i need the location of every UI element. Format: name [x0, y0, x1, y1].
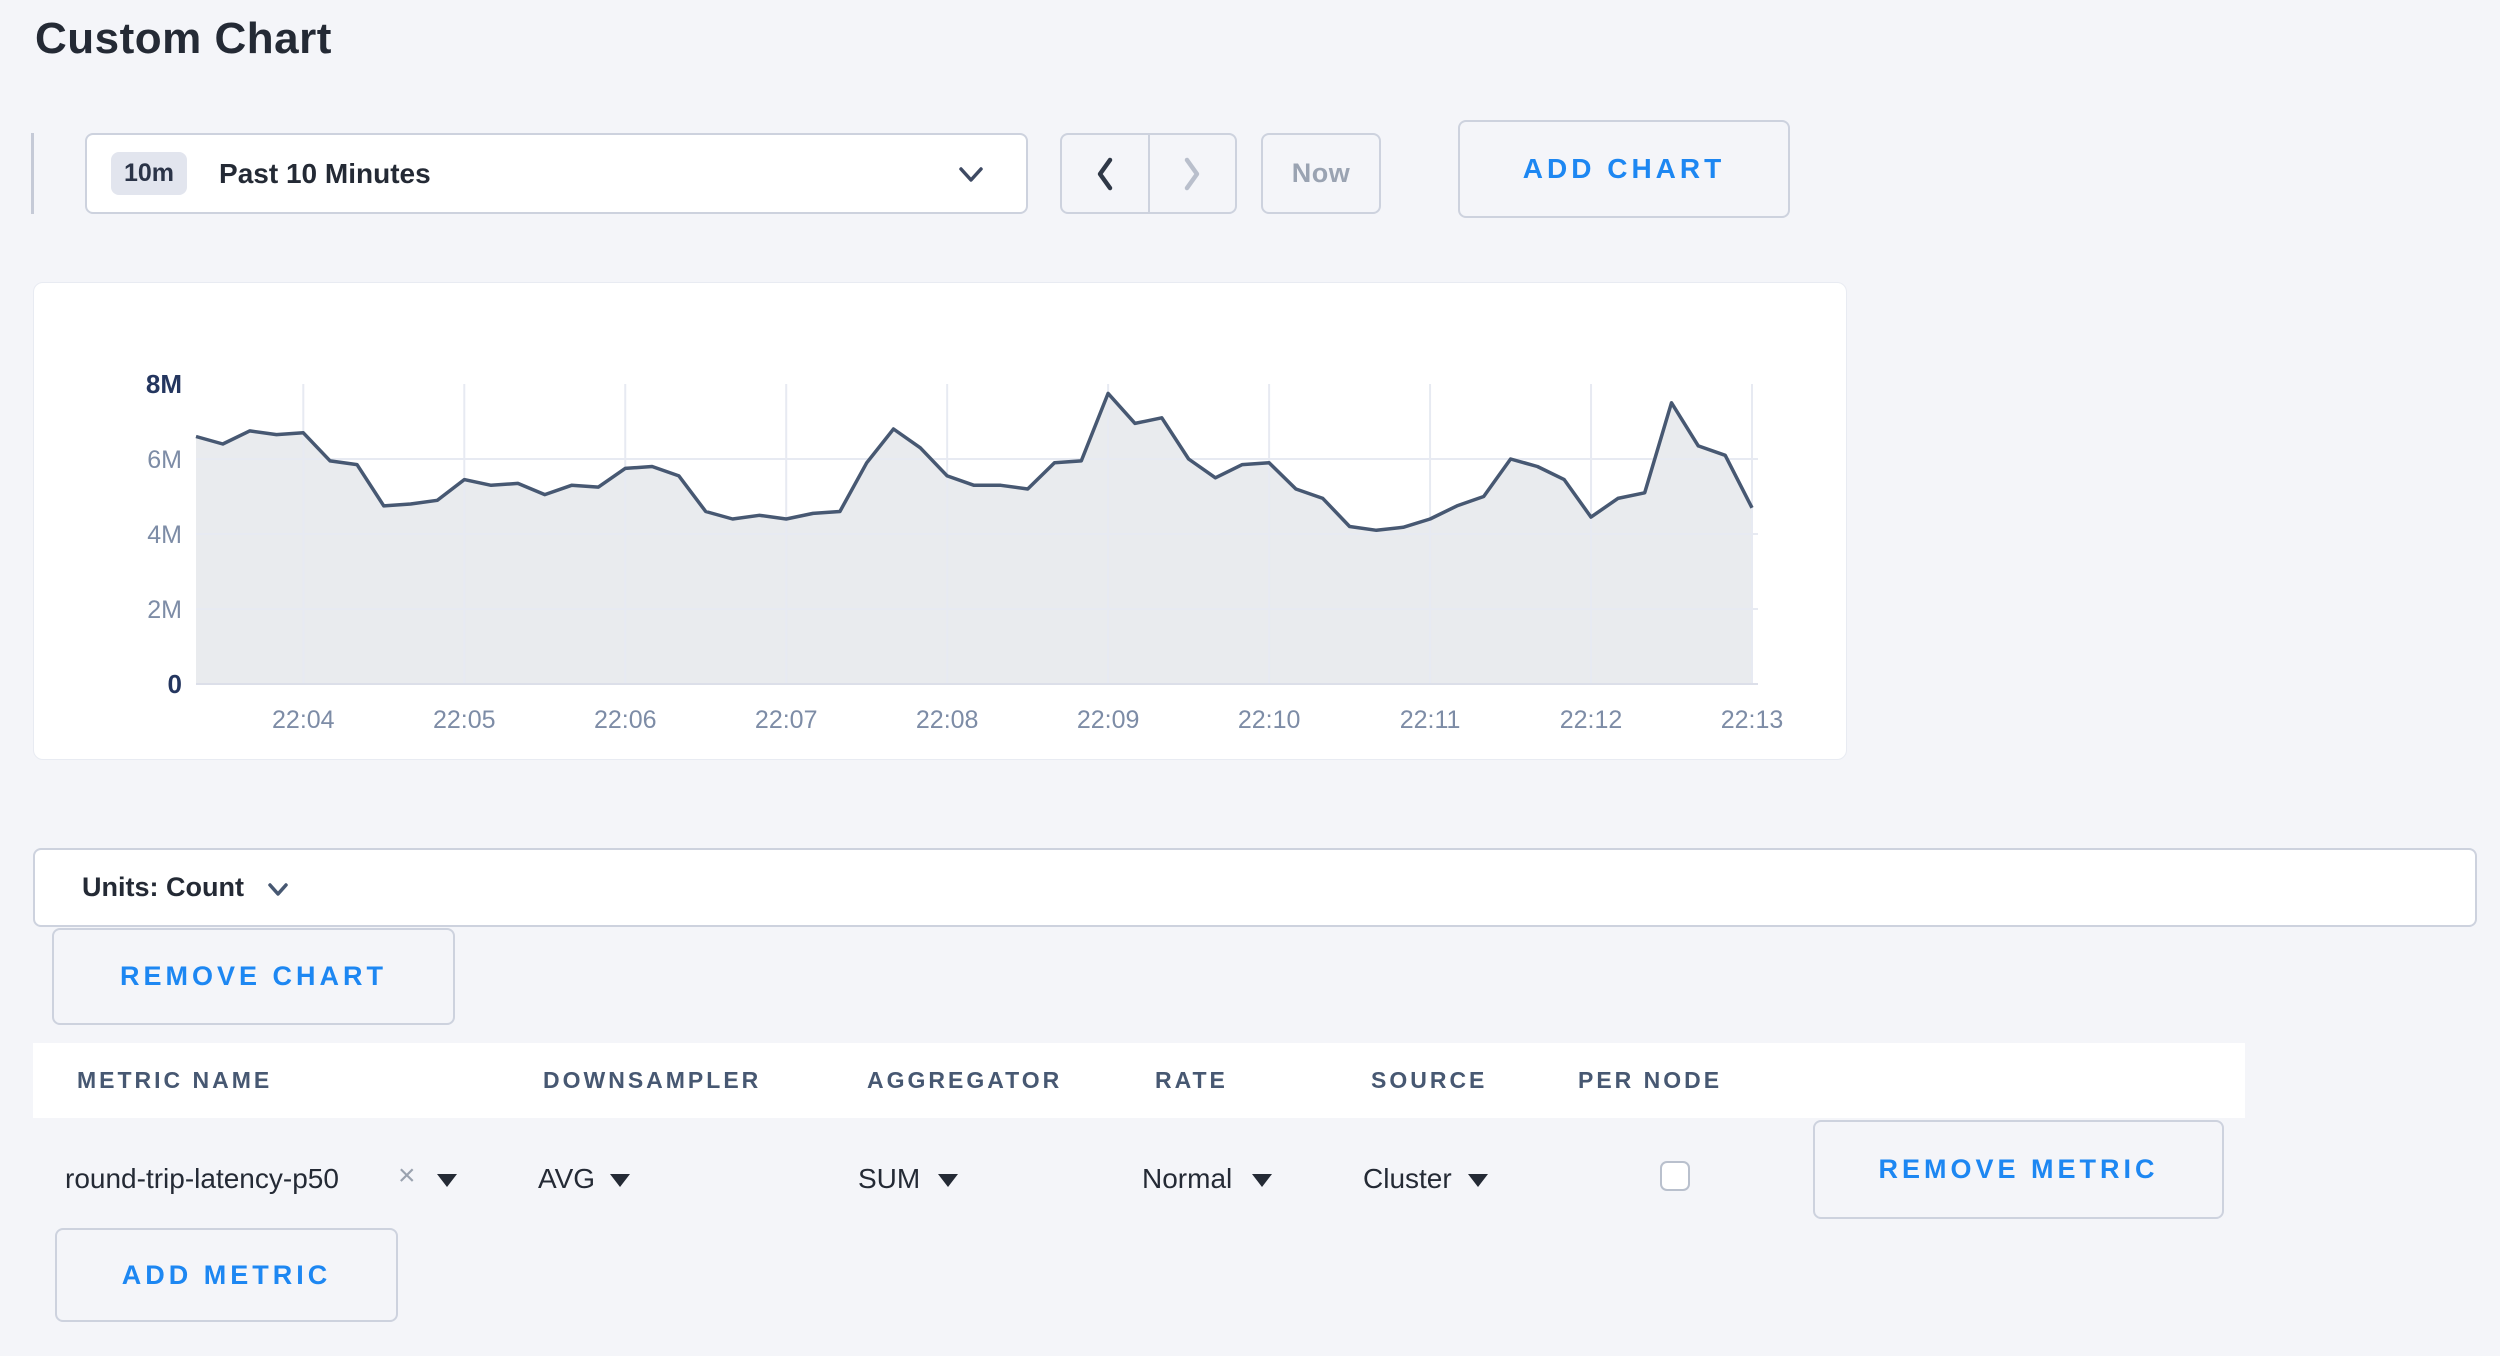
y-axis-tick-label: 6M: [147, 446, 182, 474]
metric-name-value[interactable]: round-trip-latency-p50: [65, 1163, 339, 1194]
page-title: Custom Chart: [35, 14, 332, 63]
per-node-checkbox[interactable]: [1660, 1161, 1690, 1191]
aggregator-select[interactable]: SUM: [858, 1163, 921, 1194]
downsampler-caret-down-icon[interactable]: [610, 1174, 630, 1187]
timeseries-chart: 8M 6M 4M 2M 0 22:04 22:05 22:06 22:07 22:08 22:09 2…: [146, 369, 1784, 734]
column-header-downsampler: DOWNSAMPLER: [543, 1067, 762, 1093]
x-axis-tick-label: 22:13: [1721, 706, 1784, 734]
prev-time-button[interactable]: [1062, 135, 1148, 212]
rate-select[interactable]: Normal: [1142, 1163, 1233, 1194]
source-caret-down-icon[interactable]: [1468, 1174, 1488, 1187]
chevron-down-icon: [268, 882, 288, 896]
time-range-dropdown[interactable]: 10m Past 10 Minutes: [85, 133, 1028, 214]
time-range-badge: 10m: [111, 152, 188, 195]
units-label: Units: Count: [82, 872, 244, 902]
add-chart-button[interactable]: ADD CHART: [1458, 120, 1790, 218]
time-pager: [1060, 133, 1237, 214]
chart-card: 8M 6M 4M 2M 0 22:04 22:05 22:06 22:07 22:08 22:09 2…: [33, 282, 1847, 760]
y-axis-tick-label: 8M: [146, 369, 182, 399]
y-axis-tick-label: 2M: [147, 596, 182, 624]
series-area: [196, 393, 1752, 684]
remove-metric-button[interactable]: REMOVE METRIC: [1813, 1120, 2224, 1219]
column-header-source: SOURCE: [1371, 1067, 1488, 1093]
x-axis-tick-label: 22:10: [1238, 706, 1301, 734]
column-header-per-node: PER NODE: [1578, 1067, 1723, 1093]
x-axis-tick-label: 22:09: [1077, 706, 1140, 734]
add-metric-button[interactable]: ADD METRIC: [55, 1228, 398, 1322]
next-time-button[interactable]: [1147, 135, 1236, 212]
chevron-left-icon: [1097, 157, 1112, 190]
x-axis-tick-label: 22:12: [1560, 706, 1623, 734]
chevron-right-icon: [1185, 157, 1200, 190]
y-axis-tick-label: 0: [168, 669, 182, 699]
y-axis-tick-label: 4M: [147, 521, 182, 549]
toolbar-accent-divider: [31, 133, 34, 214]
close-icon[interactable]: ×: [398, 1159, 416, 1192]
source-select[interactable]: Cluster: [1363, 1163, 1452, 1194]
units-dropdown[interactable]: Units: Count: [33, 848, 2477, 927]
downsampler-select[interactable]: AVG: [538, 1163, 596, 1194]
column-header-aggregator: AGGREGATOR: [867, 1067, 1063, 1093]
x-axis-tick-label: 22:06: [594, 706, 657, 734]
x-axis-tick-label: 22:11: [1400, 706, 1461, 734]
x-axis-tick-label: 22:08: [916, 706, 979, 734]
column-header-rate: RATE: [1155, 1067, 1228, 1093]
remove-chart-button[interactable]: REMOVE CHART: [52, 928, 455, 1025]
time-range-label: Past 10 Minutes: [219, 157, 431, 189]
x-axis-tick-label: 22:04: [272, 706, 335, 734]
aggregator-caret-down-icon[interactable]: [938, 1174, 958, 1187]
metrics-table-header: METRIC NAME DOWNSAMPLER AGGREGATOR RATE …: [33, 1043, 2245, 1118]
series-line: [195, 391, 1754, 533]
x-axis-tick-label: 22:07: [755, 706, 818, 734]
rate-caret-down-icon[interactable]: [1252, 1174, 1272, 1187]
now-button[interactable]: Now: [1261, 133, 1381, 214]
x-axis-tick-label: 22:05: [433, 706, 496, 734]
column-header-metric-name: METRIC NAME: [77, 1067, 273, 1093]
chevron-down-icon: [959, 167, 983, 182]
metric-name-caret-down-icon[interactable]: [437, 1174, 457, 1187]
